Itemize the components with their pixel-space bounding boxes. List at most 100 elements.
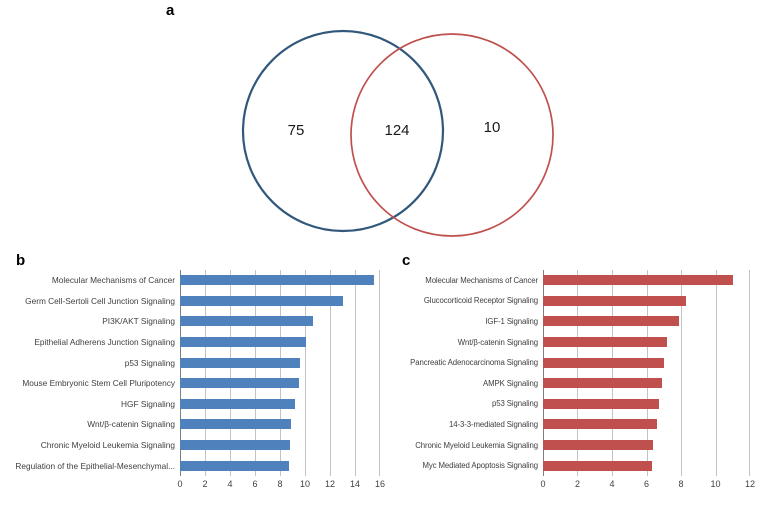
bar-track <box>180 291 380 312</box>
bar <box>180 275 374 286</box>
x-tick-label: 10 <box>299 479 311 489</box>
category-label: p53 Signaling <box>492 399 538 409</box>
bar <box>180 316 313 327</box>
category-label: Pancreatic Adenocarcinoma Signaling <box>410 358 538 368</box>
bar-chart-c: Molecular Mechanisms of Cancer Glucocorti… <box>405 270 755 492</box>
bar-track <box>180 311 380 332</box>
category-label: p53 Signaling <box>124 357 175 368</box>
chart-rows: Molecular Mechanisms of Cancer Glucocorti… <box>405 270 750 476</box>
y-axis-line <box>180 270 181 476</box>
x-tick-label: 12 <box>744 479 756 489</box>
x-tick-label: 14 <box>349 479 361 489</box>
venn-left-circle <box>241 29 445 233</box>
chart-rows: Molecular Mechanisms of Cancer Germ Cell-… <box>2 270 380 476</box>
bar <box>180 440 290 451</box>
x-axis: 0 2 4 6 8 10 12 <box>540 476 755 492</box>
gridline <box>611 270 613 476</box>
bar <box>543 337 668 348</box>
venn-right-circle <box>350 33 554 237</box>
bar-row: Molecular Mechanisms of Cancer <box>2 270 380 291</box>
bar-track <box>543 373 750 394</box>
bar-track <box>543 435 750 456</box>
gridline <box>255 270 256 476</box>
plot-gridlines <box>543 270 750 476</box>
bar <box>543 460 652 471</box>
gridline <box>646 270 648 476</box>
venn-diagram: 75 124 10 <box>230 18 570 250</box>
x-tick-label: 2 <box>202 479 208 489</box>
category-label: HGF Signaling <box>121 398 175 409</box>
bar <box>543 440 654 451</box>
bar <box>180 460 289 471</box>
bar-track <box>180 394 380 415</box>
panel-b-label: b <box>16 252 26 269</box>
x-tick-label: 10 <box>710 479 721 489</box>
x-tick-label: 0 <box>540 479 546 489</box>
bar <box>180 398 295 409</box>
bar-track <box>180 435 380 456</box>
panel-c-label: c <box>402 252 411 269</box>
bar-row: Mouse Embryonic Stem Cell Pluripotency <box>2 373 380 394</box>
bar-row: Pancreatic Adenocarcinoma Signaling <box>405 352 750 373</box>
bar-chart-b: Molecular Mechanisms of Cancer Germ Cell-… <box>2 270 385 492</box>
bar-row: AMPK Signaling <box>405 373 750 394</box>
bar-track <box>180 352 380 373</box>
x-tick-label: 16 <box>374 479 386 489</box>
bar-track <box>543 352 750 373</box>
gridline <box>205 270 206 476</box>
gridline <box>749 270 750 476</box>
bar-track <box>180 373 380 394</box>
bar <box>180 378 299 389</box>
category-label: AMPK Signaling <box>483 378 538 388</box>
bar <box>180 419 292 430</box>
bar-row: Myc Mediated Apoptosis Signaling <box>405 455 750 476</box>
bar-track <box>180 455 380 476</box>
x-tick-label: 2 <box>574 479 580 489</box>
bar-row: 14-3-3-mediated Signaling <box>405 414 750 435</box>
bar-track <box>543 394 750 415</box>
bar-row: p53 Signaling <box>2 352 380 373</box>
gridline <box>280 270 281 476</box>
bar-row: p53 Signaling <box>405 394 750 415</box>
bar <box>180 337 307 348</box>
x-tick-label: 6 <box>252 479 258 489</box>
gridline <box>715 270 717 476</box>
category-label: PI3K/AKT Signaling <box>102 316 175 327</box>
category-label: 14-3-3-mediated Signaling <box>449 419 538 429</box>
bar-row: Germ Cell-Sertoli Cell Junction Signalin… <box>2 291 380 312</box>
bar-row: Regulation of the Epithelial-Mesenchymal… <box>2 455 380 476</box>
bar-row: Wnt/β-catenin Signaling <box>2 414 380 435</box>
venn-left-count: 75 <box>287 122 305 139</box>
bar-track <box>543 291 750 312</box>
gridline <box>330 270 331 476</box>
bar <box>543 398 659 409</box>
gridline <box>230 270 231 476</box>
category-label: Molecular Mechanisms of Cancer <box>51 275 175 286</box>
bar-track <box>180 270 380 291</box>
bar-track <box>543 311 750 332</box>
venn-intersection-count: 124 <box>384 122 410 139</box>
y-axis-line <box>543 270 544 476</box>
bar-row: Wnt/β-catenin Signaling <box>405 332 750 353</box>
bar-row: Chronic Myeloid Leukemia Signaling <box>405 435 750 456</box>
bar <box>180 295 343 306</box>
bar-track <box>180 414 380 435</box>
bar-row: PI3K/AKT Signaling <box>2 311 380 332</box>
bar <box>543 378 663 389</box>
venn-circles <box>241 29 554 237</box>
bar <box>543 275 733 286</box>
bar-track <box>543 455 750 476</box>
category-label: Wnt/β-catenin Signaling <box>457 337 538 347</box>
gridline <box>577 270 579 476</box>
bar-row: Chronic Myeloid Leukemia Signaling <box>2 435 380 456</box>
bar <box>543 419 657 430</box>
bar-row: Glucocorticoid Receptor Signaling <box>405 291 750 312</box>
bar <box>180 357 300 368</box>
category-label: Chronic Myeloid Leukemia Signaling <box>40 440 175 451</box>
gridline <box>680 270 682 476</box>
x-axis: 0 2 4 6 8 10 12 14 16 <box>177 476 385 492</box>
category-label: Regulation of the Epithelial-Mesenchymal… <box>15 460 175 471</box>
x-tick-label: 12 <box>324 479 336 489</box>
bar <box>543 316 680 327</box>
